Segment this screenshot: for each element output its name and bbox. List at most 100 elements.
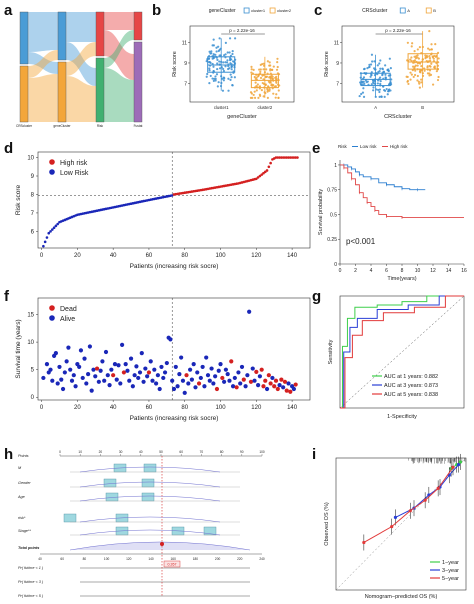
- y-tick-label: 5: [31, 368, 35, 374]
- survival-point: [213, 374, 218, 379]
- jitter-point: [225, 61, 229, 64]
- survival-point: [261, 384, 266, 389]
- jitter-point: [210, 50, 213, 53]
- legend-label: Low Risk: [60, 170, 89, 177]
- jitter-point: [378, 95, 381, 98]
- jitter-point: [255, 76, 258, 79]
- survival-point: [250, 366, 255, 371]
- jitter-point: [433, 66, 436, 69]
- survival-point: [114, 377, 119, 382]
- survival-point: [180, 378, 186, 383]
- legend-swatch: [243, 7, 250, 14]
- jitter-point: [428, 57, 432, 60]
- survival-point: [107, 383, 112, 388]
- jitter-point: [254, 81, 257, 84]
- p-value-label: p = 2.22e-16: [229, 28, 255, 33]
- jitter-point: [360, 92, 363, 96]
- jitter-point: [253, 75, 256, 79]
- jitter-point: [366, 67, 369, 70]
- survival-point: [94, 366, 100, 371]
- risk-point: [292, 156, 296, 159]
- jitter-point: [268, 64, 271, 67]
- jitter-point: [378, 62, 381, 65]
- jitter-point: [426, 65, 429, 68]
- risk-point: [274, 156, 278, 159]
- jitter-point: [435, 70, 438, 73]
- jitter-point: [268, 61, 271, 64]
- survival-point: [168, 337, 173, 342]
- x-tick-label: 80: [181, 405, 188, 411]
- jitter-point: [219, 84, 223, 88]
- risk-point: [43, 240, 47, 244]
- plot-frame: [189, 25, 295, 103]
- sankey-axis-label: CRScluster: [16, 124, 33, 128]
- jitter-point: [413, 73, 417, 77]
- risk-point: [276, 156, 280, 159]
- survival-point: [184, 373, 189, 378]
- jitter-point: [362, 87, 365, 90]
- jitter-point: [221, 89, 225, 92]
- nomogram-row-label: Pr( futime < 3 ): [18, 580, 44, 584]
- legend-marker: [49, 159, 55, 165]
- sankey-flow: [66, 76, 96, 122]
- nomogram-row-label: Total points: [18, 546, 39, 550]
- survival-point: [125, 368, 130, 373]
- x-axis-label: 1-Specificity: [387, 414, 417, 420]
- sankey-flow: [104, 12, 134, 30]
- calibration-point: [362, 540, 366, 545]
- sankey-flow: [66, 42, 96, 86]
- jitter-point: [220, 75, 223, 78]
- jitter-point: [258, 85, 262, 88]
- jitter-point: [212, 53, 215, 56]
- survival-point: [195, 370, 200, 375]
- x-axis-label: CRScluster: [384, 114, 412, 120]
- jitter-point: [259, 70, 262, 73]
- total-tick-label: 240: [259, 557, 265, 561]
- survival-point: [69, 378, 75, 383]
- survival-point: [157, 386, 162, 392]
- jitter-point: [217, 45, 220, 48]
- total-tick-label: 160: [171, 557, 177, 561]
- jitter-point: [218, 54, 221, 57]
- survival-point: [44, 362, 50, 367]
- survival-point: [189, 377, 194, 382]
- survival-point: [284, 388, 289, 393]
- risk-point: [51, 228, 54, 231]
- x-tick-label: 60: [146, 253, 153, 259]
- risk-point: [280, 156, 283, 159]
- jitter-point: [209, 74, 212, 78]
- x-tick-label: cluster1: [214, 105, 229, 110]
- risk-point: [296, 156, 299, 159]
- jitter-point: [375, 88, 378, 91]
- sankey-chart: CRScluster geneCluster Risk Fustat: [16, 11, 143, 128]
- x-tick-label: 14: [446, 268, 452, 274]
- density-curve: [79, 529, 221, 536]
- y-tick-label: 8: [31, 192, 35, 198]
- jitter-point: [218, 48, 221, 51]
- jitter-point: [262, 68, 265, 71]
- survival-point: [84, 381, 89, 386]
- total-tick-label: 200: [215, 557, 221, 561]
- jitter-point: [234, 37, 237, 40]
- survival-point: [100, 359, 105, 364]
- jitter-point: [387, 69, 390, 72]
- jitter-point: [259, 76, 263, 80]
- survival-point: [205, 373, 211, 378]
- survival-point: [239, 364, 245, 370]
- legend-marker: [49, 169, 55, 175]
- survival-point: [57, 364, 62, 370]
- risk-point: [285, 156, 289, 159]
- risk-point: [281, 156, 285, 159]
- jitter-point: [424, 56, 427, 59]
- plot-frame: [339, 295, 465, 409]
- jitter-point: [423, 69, 426, 72]
- survival-point: [238, 381, 243, 386]
- survival-point: [257, 374, 262, 379]
- risk-point: [278, 156, 281, 159]
- survival-point: [268, 381, 273, 386]
- jitter-point: [407, 82, 410, 86]
- jitter-point: [361, 80, 364, 83]
- jitter-point: [266, 85, 270, 88]
- points-tick-label: 10: [78, 450, 82, 454]
- jitter-point: [257, 96, 260, 99]
